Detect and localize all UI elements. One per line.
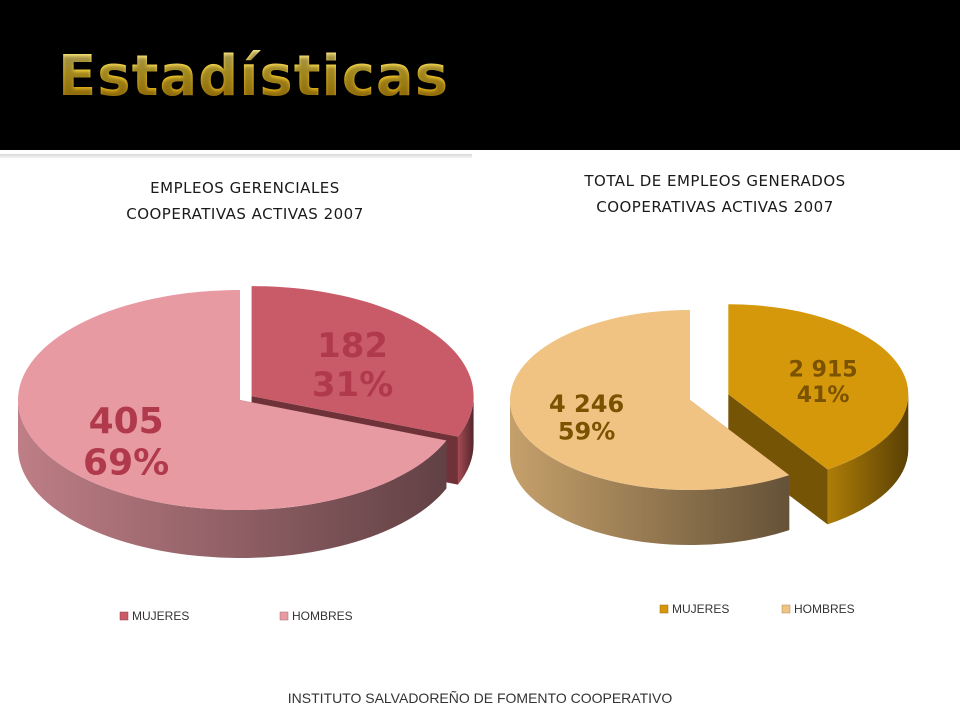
chart1-subtitle: COOPERATIVAS ACTIVAS 2007 (126, 205, 364, 223)
data-label-value: 2 915 (789, 358, 858, 383)
slice-side (827, 394, 909, 525)
slice-top (728, 304, 909, 470)
legend-swatch (119, 611, 129, 621)
legend-swatch (781, 604, 791, 614)
slice-hombres (510, 310, 790, 545)
slice-hombres (17, 290, 447, 558)
chart1-title-block: EMPLEOS GERENCIALES COOPERATIVAS ACTIVAS… (60, 175, 430, 227)
chart2-subtitle: COOPERATIVAS ACTIVAS 2007 (596, 198, 834, 216)
chart2-title-block: TOTAL DE EMPLEOS GENERADOS COOPERATIVAS … (520, 168, 910, 220)
slice-mujeres (728, 304, 909, 525)
slice-top (251, 286, 474, 437)
slice-side (457, 396, 474, 485)
data-label-percent: 41% (797, 383, 850, 408)
legend-label: MUJERES (672, 602, 729, 616)
title-divider (0, 154, 472, 158)
chart1-title: EMPLEOS GERENCIALES (150, 179, 340, 197)
footer-text: INSTITUTO SALVADOREÑO DE FOMENTO COOPERA… (287, 690, 673, 706)
data-label-percent: 59% (558, 418, 615, 446)
data-label-value: 182 (317, 326, 388, 366)
data-label-percent: 69% (83, 442, 169, 483)
slice-inner-wall (728, 394, 828, 525)
legend-label: MUJERES (132, 609, 189, 623)
slide-title: Estadísticas (58, 44, 450, 109)
slice-top (510, 310, 790, 490)
chart2-title: TOTAL DE EMPLEOS GENERADOS (584, 172, 846, 190)
title-bar (0, 0, 960, 150)
slice-top (17, 290, 447, 510)
data-label-percent: 31% (312, 365, 393, 405)
slice-side (510, 400, 790, 545)
slice-side (18, 400, 447, 558)
legend-swatch (659, 604, 669, 614)
data-label-value: 4 246 (549, 390, 624, 418)
legend-label: HOMBRES (292, 609, 353, 623)
legend-swatch (279, 611, 289, 621)
legend-label: HOMBRES (794, 602, 855, 616)
data-label-value: 405 (89, 401, 164, 442)
